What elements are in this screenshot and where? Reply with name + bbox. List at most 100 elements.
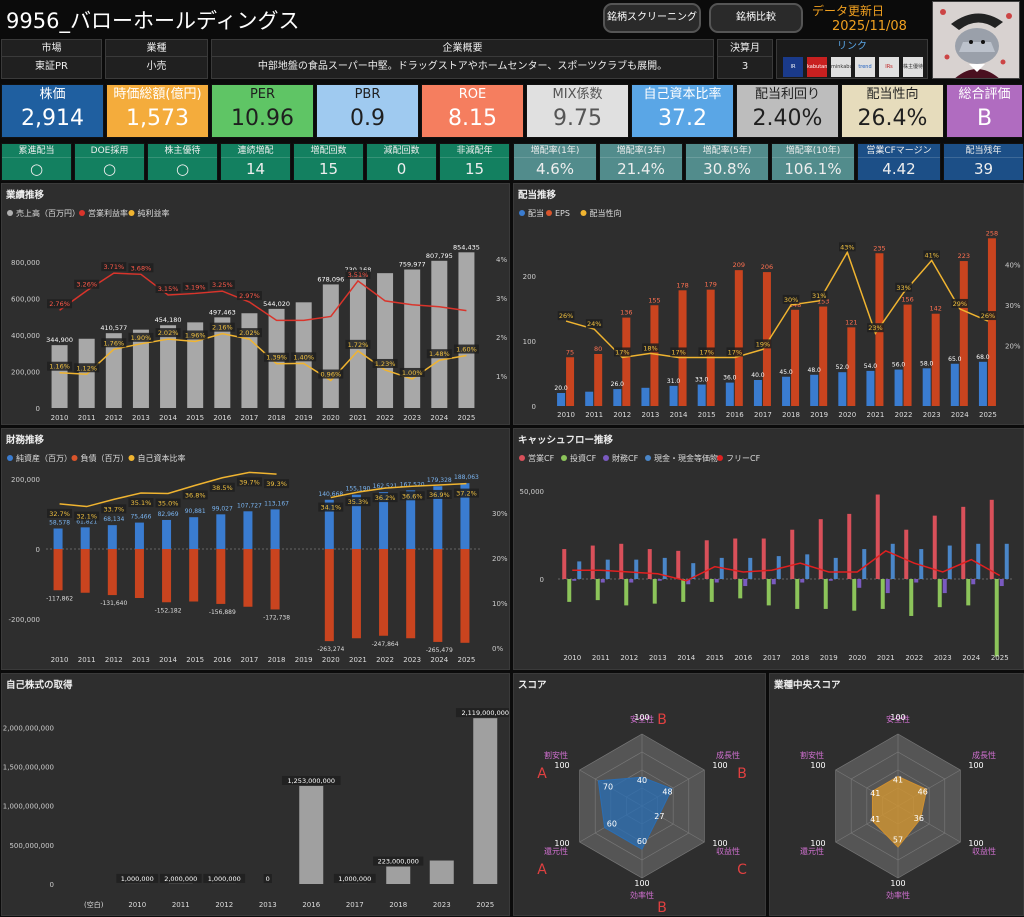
operating-cf-bar bbox=[704, 540, 709, 579]
link-5-icon[interactable]: IRs bbox=[879, 57, 899, 77]
op-margin-label-bg bbox=[182, 282, 208, 292]
op-margin-label-bg bbox=[47, 299, 73, 309]
x-tick: 2022 bbox=[895, 411, 913, 419]
metric-cell: DOE採用 ○ bbox=[74, 143, 145, 181]
equity-ratio-label: 35.3% bbox=[348, 498, 369, 506]
legend-marker bbox=[7, 210, 13, 216]
sales-bar bbox=[431, 260, 448, 408]
x-tick: 2011 bbox=[585, 411, 603, 419]
equity-ratio-label: 36.2% bbox=[375, 494, 396, 502]
metric-cell: 増配率(5年) 30.8% bbox=[685, 143, 769, 181]
investing-cf-bar bbox=[624, 579, 629, 606]
investing-cf-bar bbox=[709, 579, 714, 602]
x-tick: 2012 bbox=[613, 411, 631, 419]
legend-label: 配当性向 bbox=[590, 208, 622, 218]
card-label: 株価 bbox=[39, 87, 66, 102]
legend-marker bbox=[580, 210, 587, 216]
metric-value: 15 bbox=[464, 160, 485, 178]
link-4-icon[interactable]: trend bbox=[855, 57, 875, 77]
metric-value: 0 bbox=[396, 160, 407, 178]
radar-value: 60 bbox=[637, 837, 647, 846]
operating-cf-bar bbox=[818, 519, 823, 579]
x-tick: 2010 bbox=[557, 411, 575, 419]
y-tick: 200,000 bbox=[11, 476, 40, 484]
market-value: 東証PR bbox=[35, 61, 68, 72]
eps-bar bbox=[819, 306, 828, 406]
dividend-bar bbox=[669, 385, 678, 406]
dividend-bar bbox=[978, 361, 987, 406]
buyback-label-bg bbox=[455, 708, 509, 718]
sales-bar bbox=[404, 269, 421, 408]
header: 9956_バローホールディングス 銘柄スクリーニング 銘柄比較 データ更新日 2… bbox=[0, 0, 1024, 38]
dividend-label: 54.0 bbox=[864, 363, 878, 370]
x-tick: 2018 bbox=[268, 414, 286, 422]
liability-bar bbox=[216, 549, 226, 604]
dividend-label: 52.0 bbox=[836, 364, 850, 371]
net-margin-label: 2.16% bbox=[212, 324, 233, 332]
equity-label: 61,821 bbox=[76, 518, 97, 525]
metric-label: 増配率(1年) bbox=[514, 144, 596, 158]
grade-label: B bbox=[737, 766, 747, 782]
equity-label: 99,027 bbox=[212, 505, 233, 512]
dividend-bar bbox=[613, 389, 622, 406]
net-margin-label: 1.60% bbox=[456, 346, 477, 354]
metric-cell: 増配率(10年) 106.1% bbox=[771, 143, 855, 181]
dividend-chart: 配当 EPS 配当性向 0 100 200 20% 30% 40% 20.0 75 2010 80 201… bbox=[519, 208, 1021, 419]
financing-cf-bar bbox=[771, 579, 776, 585]
operating-cf-bar bbox=[847, 513, 852, 579]
eps-bar bbox=[734, 270, 743, 406]
eps-label: 235 bbox=[873, 244, 885, 252]
payout-label: 41% bbox=[924, 251, 938, 259]
x-tick: 2018 bbox=[782, 411, 800, 419]
performance-title: 業績推移 bbox=[6, 190, 45, 201]
axis-label: 割安性 bbox=[544, 750, 568, 760]
x-tick: 2023 bbox=[403, 656, 421, 664]
equity-label: 179,328 bbox=[427, 477, 452, 484]
x-tick: 2014 bbox=[677, 654, 695, 662]
equity-ratio-label-bg bbox=[182, 490, 208, 500]
card-label: 時価総額(億円) bbox=[113, 87, 202, 102]
card: 配当性向 26.4% bbox=[841, 84, 944, 138]
metric-value: 30.8% bbox=[703, 160, 751, 178]
eps-bar bbox=[791, 309, 800, 406]
card: 自己資本比率 37.2 bbox=[631, 84, 734, 138]
y-tick: 400,000 bbox=[11, 332, 40, 340]
overview-cell: 企業概要 中部地盤の食品スーパー中堅。ドラッグストアやホームセンター、スポーツク… bbox=[211, 39, 714, 79]
cash-bar bbox=[976, 543, 981, 579]
compare-button[interactable]: 銘柄比較 bbox=[709, 3, 803, 33]
metric-label: 増配率(3年) bbox=[600, 144, 682, 158]
equity-ratio-label-bg bbox=[47, 508, 73, 518]
payout-label-bg bbox=[895, 282, 912, 292]
screening-button[interactable]: 銘柄スクリーニング bbox=[603, 3, 701, 33]
buyback-label: 0 bbox=[266, 875, 270, 883]
dividend-label: 31.0 bbox=[667, 378, 681, 385]
card-value: 0.9 bbox=[350, 106, 385, 131]
y-tick: 0 bbox=[532, 403, 536, 411]
card-label: 配当利回り bbox=[754, 87, 820, 102]
link-2-icon[interactable]: kabutan bbox=[807, 57, 827, 77]
financing-cf-bar bbox=[914, 579, 919, 583]
eps-label: 80 bbox=[594, 345, 602, 353]
y2-tick: 4% bbox=[496, 256, 507, 264]
equity-ratio-label: 39.7% bbox=[239, 478, 260, 486]
card: 株価 2,914 bbox=[1, 84, 104, 138]
link-3-icon[interactable]: minkabu bbox=[831, 57, 851, 77]
investing-cf-bar bbox=[880, 579, 885, 609]
link-6-icon[interactable]: 株主優待 bbox=[903, 57, 923, 77]
op-margin-label: 2.76% bbox=[49, 300, 70, 308]
metric-value: 15 bbox=[318, 160, 339, 178]
net-margin-label-bg bbox=[236, 328, 262, 338]
x-tick: 2010 bbox=[51, 414, 69, 422]
axis-label: 安全性 bbox=[886, 714, 910, 724]
sales-label: 759,977 bbox=[399, 261, 426, 269]
payout-label-bg bbox=[726, 347, 744, 357]
axis-label: 還元性 bbox=[800, 846, 824, 856]
operating-cf-bar bbox=[875, 494, 880, 579]
link-1-icon[interactable]: IR BANK bbox=[783, 57, 803, 77]
x-tick: 2019 bbox=[810, 411, 828, 419]
op-margin-label: 3.68% bbox=[131, 264, 152, 272]
radar-value: 48 bbox=[662, 787, 672, 796]
card: 時価総額(億円) 1,573 bbox=[106, 84, 209, 138]
eps-label: 75 bbox=[566, 348, 574, 356]
equity-ratio-label: 36.6% bbox=[402, 492, 423, 500]
